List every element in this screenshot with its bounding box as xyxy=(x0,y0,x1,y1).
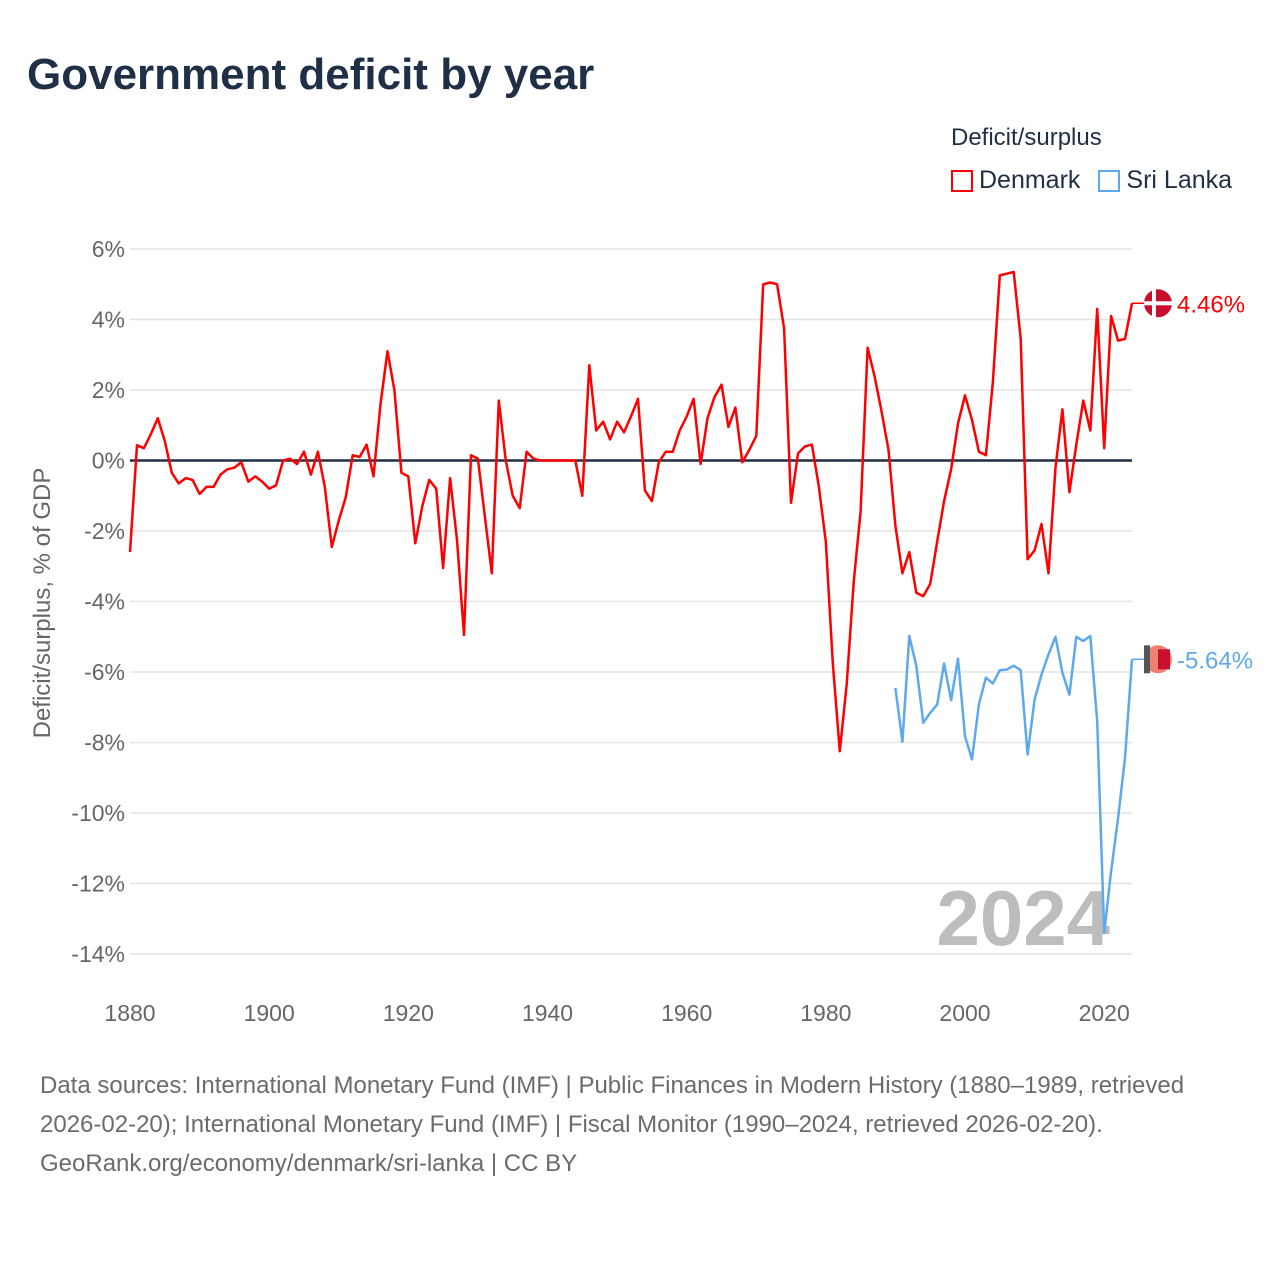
y-tick-label: -14% xyxy=(71,941,125,967)
end-value-label: -5.64% xyxy=(1177,647,1253,674)
end-value-label: 4.46% xyxy=(1177,291,1245,318)
y-tick-label: 6% xyxy=(92,236,125,262)
year-watermark: 2024 xyxy=(936,874,1110,962)
x-tick-label: 1920 xyxy=(383,1000,434,1026)
y-tick-label: -4% xyxy=(84,589,125,615)
denmark-flag-cross xyxy=(1144,301,1172,306)
y-tick-label: -6% xyxy=(84,659,125,685)
legend-swatch-sri-lanka xyxy=(1098,169,1121,192)
legend-swatch-denmark xyxy=(951,169,973,192)
y-tick-label: 0% xyxy=(92,448,125,474)
y-tick-label: -10% xyxy=(71,800,125,826)
x-tick-label: 1960 xyxy=(661,1000,712,1026)
legend: Denmark Sri Lanka xyxy=(951,166,1232,195)
y-axis-title: Deficit/surplus, % of GDP xyxy=(29,468,56,739)
x-tick-label: 1900 xyxy=(244,1000,295,1026)
y-tick-label: 2% xyxy=(92,377,125,403)
sri-lanka-flag-stripe xyxy=(1144,645,1150,674)
legend-item-denmark[interactable]: Denmark xyxy=(951,166,1080,195)
data-sources: Data sources: International Monetary Fun… xyxy=(40,1072,1185,1138)
legend-label: Denmark xyxy=(979,166,1081,194)
y-tick-label: -8% xyxy=(84,730,125,756)
credit-link[interactable]: GeoRank.org/economy/denmark/sri-lanka | … xyxy=(40,1150,578,1177)
chart-title: Government deficit by year xyxy=(27,50,595,99)
legend-title: Deficit/surplus xyxy=(951,124,1102,151)
series-line-sri-lanka xyxy=(894,634,1134,935)
y-tick-label: -12% xyxy=(71,871,125,897)
y-tick-label: -2% xyxy=(84,518,125,544)
legend-item-sri-lanka[interactable]: Sri Lanka xyxy=(1098,166,1232,195)
x-tick-label: 2020 xyxy=(1079,1000,1130,1026)
y-tick-label: 4% xyxy=(92,307,125,333)
x-tick-label: 1940 xyxy=(522,1000,573,1026)
x-tick-label: 2000 xyxy=(939,1000,990,1026)
series-line-denmark xyxy=(128,270,1134,753)
denmark-flag-cross xyxy=(1152,289,1156,318)
footer: Data sources: International Monetary Fun… xyxy=(40,1066,1240,1183)
x-tick-label: 1880 xyxy=(104,1000,155,1026)
x-tick-label: 1980 xyxy=(800,1000,851,1026)
sri-lanka-flag-lion xyxy=(1158,649,1170,670)
legend-label: Sri Lanka xyxy=(1126,166,1233,194)
